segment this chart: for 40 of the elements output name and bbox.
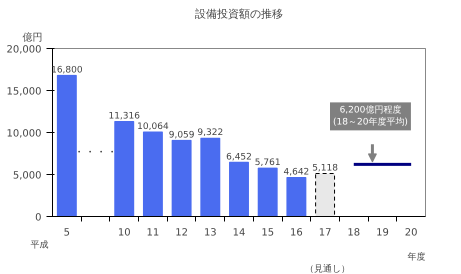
bar: [114, 120, 134, 216]
bar: [142, 131, 163, 216]
x-tick-label: 13: [204, 228, 217, 238]
x-tick-label: 17: [318, 228, 332, 238]
bar: [56, 74, 77, 216]
y-tick-label: 10,000: [6, 128, 42, 140]
data-label: 9,322: [197, 128, 224, 138]
x-tick-label: 16: [290, 228, 303, 238]
text: 年度: [408, 252, 426, 262]
text: （見通し）: [305, 264, 350, 274]
x-tick-label: 12: [175, 228, 188, 238]
data-label: 9,059: [168, 130, 195, 140]
data-label: 4,642: [284, 168, 310, 178]
x-tick-label: 5: [64, 228, 70, 238]
annotation: 6,200億円程度 (18～20年度平均): [333, 104, 408, 128]
y-axis-title: 億円: [22, 32, 42, 44]
text: 平成: [30, 240, 48, 250]
y-tick-label: 5,000: [12, 170, 42, 182]
chart-title: 設備投資額の推移: [195, 8, 283, 20]
y-tick-label: 15,000: [6, 86, 42, 98]
bar: [286, 177, 306, 216]
x-tick-label: 14: [232, 228, 246, 238]
x-tick-label: 10: [118, 228, 131, 238]
data-label: 6,452: [226, 152, 252, 162]
data-label: 5,118: [312, 164, 338, 174]
x-tick-label: 18: [347, 228, 360, 238]
y-tick-label: 0: [35, 212, 42, 224]
x-tick-label: 19: [376, 228, 389, 238]
x-tick-label: 11: [146, 228, 160, 238]
bar: [200, 138, 220, 216]
bar: [172, 140, 192, 216]
bar: [229, 162, 249, 216]
data-label: 5,761: [254, 158, 281, 168]
x-tick-label: 20: [404, 228, 418, 238]
annotation: ・・・・: [74, 145, 118, 158]
data-label: 11,316: [108, 111, 140, 122]
bar: [258, 168, 278, 216]
data-label: 10,064: [137, 122, 169, 132]
y-tick-label: 20,000: [6, 44, 42, 56]
x-tick-label: 15: [261, 228, 274, 238]
